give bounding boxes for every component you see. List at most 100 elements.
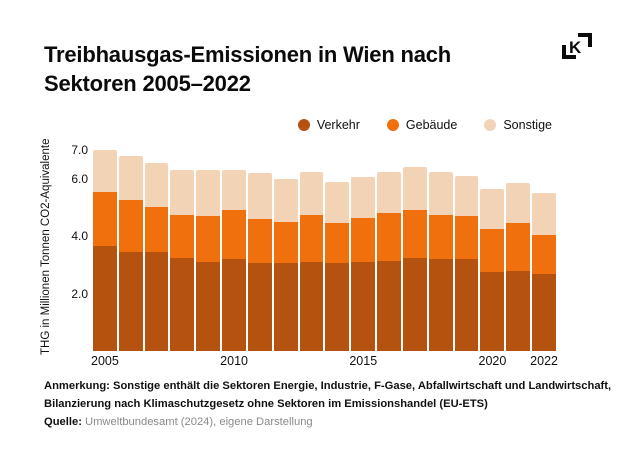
bar-2013 xyxy=(299,150,324,351)
bar-segment-2011-gebaeude xyxy=(247,218,272,264)
bar-segment-2019-verkehr xyxy=(454,259,479,351)
source-text: Umweltbundesamt (2024), eigene Darstellu… xyxy=(85,416,313,428)
bar-segment-2020-gebaeude xyxy=(480,228,505,272)
bar-segment-2012-sonstige xyxy=(273,178,298,222)
bar-segment-2013-sonstige xyxy=(299,171,324,215)
legend-label-sonstige: Sonstige xyxy=(503,118,552,132)
bar-segment-2013-verkehr xyxy=(299,262,324,351)
title-line-2: Sektoren 2005–2022 xyxy=(44,71,251,96)
bar-segment-2007-verkehr xyxy=(144,251,169,351)
bar-segment-2021-gebaeude xyxy=(506,223,531,271)
x-tick-2010: 2010 xyxy=(220,354,248,368)
x-tick-2015: 2015 xyxy=(349,354,378,368)
brand-logo: K xyxy=(560,31,594,61)
bar-segment-2015-gebaeude xyxy=(351,217,376,262)
x-tick-2005: 2005 xyxy=(91,354,119,368)
x-tick-2020: 2020 xyxy=(478,354,507,368)
bar-segment-2006-verkehr xyxy=(118,251,143,351)
bar-segment-2022-gebaeude xyxy=(532,234,556,274)
source-line: Quelle: Umweltbundesamt (2024), eigene D… xyxy=(44,413,624,431)
bar-segment-2011-sonstige xyxy=(247,173,272,219)
legend-dot-verkehr xyxy=(297,119,310,131)
bar-2005 xyxy=(93,150,117,351)
bar-segment-2016-sonstige xyxy=(377,171,401,214)
bar-segment-2014-sonstige xyxy=(325,181,350,224)
bar-segment-2009-gebaeude xyxy=(196,216,221,262)
bar-segment-2013-gebaeude xyxy=(299,214,324,262)
bar-segment-2008-sonstige xyxy=(170,170,195,215)
bar-segment-2014-gebaeude xyxy=(325,223,350,264)
source-label: Quelle: xyxy=(44,416,82,428)
bar-segment-2022-sonstige xyxy=(532,193,556,235)
bar-segment-2014-verkehr xyxy=(325,263,350,351)
title-line-1: Treibhausgas-Emissionen in Wien nach xyxy=(44,42,452,67)
bar-segment-2008-gebaeude xyxy=(170,214,195,258)
bar-2019 xyxy=(454,150,479,351)
bar-2022 xyxy=(532,150,556,351)
bar-segment-2010-sonstige xyxy=(222,170,246,211)
bar-segment-2021-verkehr xyxy=(506,270,531,351)
bar-segment-2020-verkehr xyxy=(480,272,505,351)
legend-dot-sonstige xyxy=(484,119,497,131)
page-title: Treibhausgas-Emissionen in Wien nach Sekt… xyxy=(44,40,584,98)
bar-segment-2017-verkehr xyxy=(402,257,427,351)
y-tick-4.0: 4.0 xyxy=(71,229,88,244)
bar-2016 xyxy=(377,150,401,351)
bar-segment-2016-verkehr xyxy=(377,260,401,351)
legend-dot-gebaeude xyxy=(386,119,399,131)
bar-2008 xyxy=(170,150,195,351)
bar-segment-2009-sonstige xyxy=(196,170,221,217)
y-tick-6.0: 6.0 xyxy=(71,171,88,186)
legend-label-gebaeude: Gebäude xyxy=(405,118,458,132)
y-tick-7.0: 7.0 xyxy=(71,143,88,157)
bar-segment-2010-verkehr xyxy=(222,259,246,351)
bar-segment-2010-gebaeude xyxy=(222,210,246,260)
bar-2011 xyxy=(247,150,272,351)
annotation-line-2: Bilanzierung nach Klimaschutzgesetz ohne… xyxy=(44,398,488,410)
bar-segment-2012-verkehr xyxy=(273,263,298,351)
bar-2017 xyxy=(402,150,427,351)
bar-segment-2012-gebaeude xyxy=(273,221,298,264)
bar-2006 xyxy=(118,150,143,351)
bar-2007 xyxy=(144,150,169,351)
bar-segment-2006-sonstige xyxy=(118,155,143,201)
bar-segment-2007-sonstige xyxy=(144,162,169,208)
bar-segment-2019-sonstige xyxy=(454,175,479,217)
bar-2021 xyxy=(506,150,531,351)
bar-segment-2006-gebaeude xyxy=(118,200,143,252)
bar-segment-2019-gebaeude xyxy=(454,216,479,260)
legend-item-verkehr: Verkehr xyxy=(297,118,360,132)
bar-segment-2011-verkehr xyxy=(247,263,272,351)
bar-2010 xyxy=(222,150,246,351)
legend-item-sonstige: Sonstige xyxy=(484,118,552,132)
bar-segment-2022-verkehr xyxy=(532,273,556,351)
bar-segment-2008-verkehr xyxy=(170,257,195,351)
svg-text:K: K xyxy=(569,38,582,57)
bar-segment-2016-gebaeude xyxy=(377,213,401,261)
bar-segment-2015-sonstige xyxy=(351,177,376,218)
legend: Verkehr Gebäude Sonstige xyxy=(297,118,552,132)
bar-2015 xyxy=(351,150,376,351)
bar-segment-2015-verkehr xyxy=(351,262,376,351)
bar-2009 xyxy=(196,150,221,351)
plot-area xyxy=(93,150,556,351)
bar-segment-2020-sonstige xyxy=(480,188,505,229)
bar-segment-2005-verkehr xyxy=(93,246,117,351)
bar-segment-2018-sonstige xyxy=(428,171,453,215)
bar-2020 xyxy=(480,150,505,351)
bar-segment-2017-sonstige xyxy=(402,167,427,211)
bar-2014 xyxy=(325,150,350,351)
legend-label-verkehr: Verkehr xyxy=(316,118,360,132)
y-tick-2.0: 2.0 xyxy=(71,286,88,301)
x-tick-2022: 2022 xyxy=(530,354,558,368)
annotation-line-1: Anmerkung: Sonstige enthält die Sektoren… xyxy=(44,380,612,392)
legend-item-gebaeude: Gebäude xyxy=(386,118,458,132)
bar-segment-2018-verkehr xyxy=(428,259,453,351)
bar-segment-2018-gebaeude xyxy=(428,214,453,260)
bar-segment-2017-gebaeude xyxy=(402,210,427,258)
bar-2012 xyxy=(273,150,298,351)
bar-segment-2009-verkehr xyxy=(196,262,221,351)
brand-logo-icon: K xyxy=(562,33,592,59)
bar-segment-2021-sonstige xyxy=(506,183,531,224)
